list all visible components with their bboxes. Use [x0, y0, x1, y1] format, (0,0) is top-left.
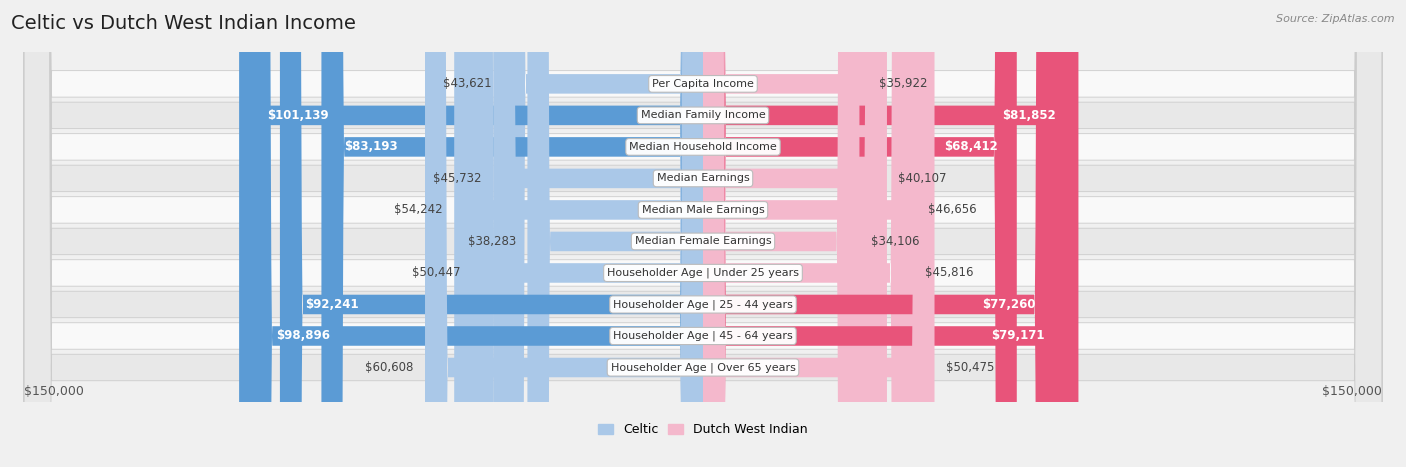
Text: $60,608: $60,608: [366, 361, 413, 374]
Text: $54,242: $54,242: [394, 204, 443, 216]
FancyBboxPatch shape: [703, 0, 1066, 467]
Text: Median Earnings: Median Earnings: [657, 173, 749, 184]
Text: Householder Age | 45 - 64 years: Householder Age | 45 - 64 years: [613, 331, 793, 341]
FancyBboxPatch shape: [24, 0, 1382, 467]
Text: $150,000: $150,000: [24, 385, 84, 397]
Text: $45,816: $45,816: [925, 267, 973, 279]
FancyBboxPatch shape: [703, 0, 917, 467]
Text: $50,475: $50,475: [946, 361, 994, 374]
Legend: Celtic, Dutch West Indian: Celtic, Dutch West Indian: [593, 418, 813, 441]
FancyBboxPatch shape: [24, 0, 1382, 467]
FancyBboxPatch shape: [24, 0, 1382, 467]
Text: $43,621: $43,621: [443, 78, 492, 91]
Text: $38,283: $38,283: [468, 235, 516, 248]
FancyBboxPatch shape: [425, 0, 703, 467]
Text: $46,656: $46,656: [928, 204, 977, 216]
Text: Householder Age | 25 - 44 years: Householder Age | 25 - 44 years: [613, 299, 793, 310]
Text: Per Capita Income: Per Capita Income: [652, 79, 754, 89]
FancyBboxPatch shape: [280, 0, 703, 467]
FancyBboxPatch shape: [249, 0, 703, 467]
Text: $98,896: $98,896: [277, 330, 330, 342]
FancyBboxPatch shape: [703, 0, 887, 467]
Text: $77,260: $77,260: [983, 298, 1036, 311]
FancyBboxPatch shape: [494, 0, 703, 467]
FancyBboxPatch shape: [24, 0, 1382, 467]
FancyBboxPatch shape: [24, 0, 1382, 467]
FancyBboxPatch shape: [24, 0, 1382, 467]
FancyBboxPatch shape: [24, 0, 1382, 467]
Text: Celtic vs Dutch West Indian Income: Celtic vs Dutch West Indian Income: [11, 14, 356, 33]
FancyBboxPatch shape: [239, 0, 703, 467]
FancyBboxPatch shape: [454, 0, 703, 467]
FancyBboxPatch shape: [471, 0, 703, 467]
FancyBboxPatch shape: [703, 0, 868, 467]
Text: $79,171: $79,171: [991, 330, 1045, 342]
FancyBboxPatch shape: [503, 0, 703, 467]
Text: $150,000: $150,000: [1322, 385, 1382, 397]
Text: Median Female Earnings: Median Female Earnings: [634, 236, 772, 247]
Text: $83,193: $83,193: [344, 141, 398, 153]
Text: Median Household Income: Median Household Income: [628, 142, 778, 152]
Text: $81,852: $81,852: [1002, 109, 1056, 122]
FancyBboxPatch shape: [703, 0, 1057, 467]
Text: Householder Age | Over 65 years: Householder Age | Over 65 years: [610, 362, 796, 373]
Text: Median Male Earnings: Median Male Earnings: [641, 205, 765, 215]
Text: $34,106: $34,106: [870, 235, 920, 248]
FancyBboxPatch shape: [24, 0, 1382, 467]
Text: $40,107: $40,107: [898, 172, 946, 185]
Text: Source: ZipAtlas.com: Source: ZipAtlas.com: [1277, 14, 1395, 24]
Text: $92,241: $92,241: [305, 298, 359, 311]
FancyBboxPatch shape: [703, 0, 912, 467]
FancyBboxPatch shape: [24, 0, 1382, 467]
Text: $50,447: $50,447: [412, 267, 460, 279]
FancyBboxPatch shape: [527, 0, 703, 467]
Text: Householder Age | Under 25 years: Householder Age | Under 25 years: [607, 268, 799, 278]
Text: $101,139: $101,139: [267, 109, 329, 122]
FancyBboxPatch shape: [703, 0, 1078, 467]
FancyBboxPatch shape: [703, 0, 859, 467]
Text: $35,922: $35,922: [879, 78, 928, 91]
FancyBboxPatch shape: [24, 0, 1382, 467]
Text: Median Family Income: Median Family Income: [641, 110, 765, 120]
Text: $68,412: $68,412: [945, 141, 998, 153]
Text: $45,732: $45,732: [433, 172, 482, 185]
FancyBboxPatch shape: [703, 0, 935, 467]
FancyBboxPatch shape: [703, 0, 1017, 467]
FancyBboxPatch shape: [322, 0, 703, 467]
